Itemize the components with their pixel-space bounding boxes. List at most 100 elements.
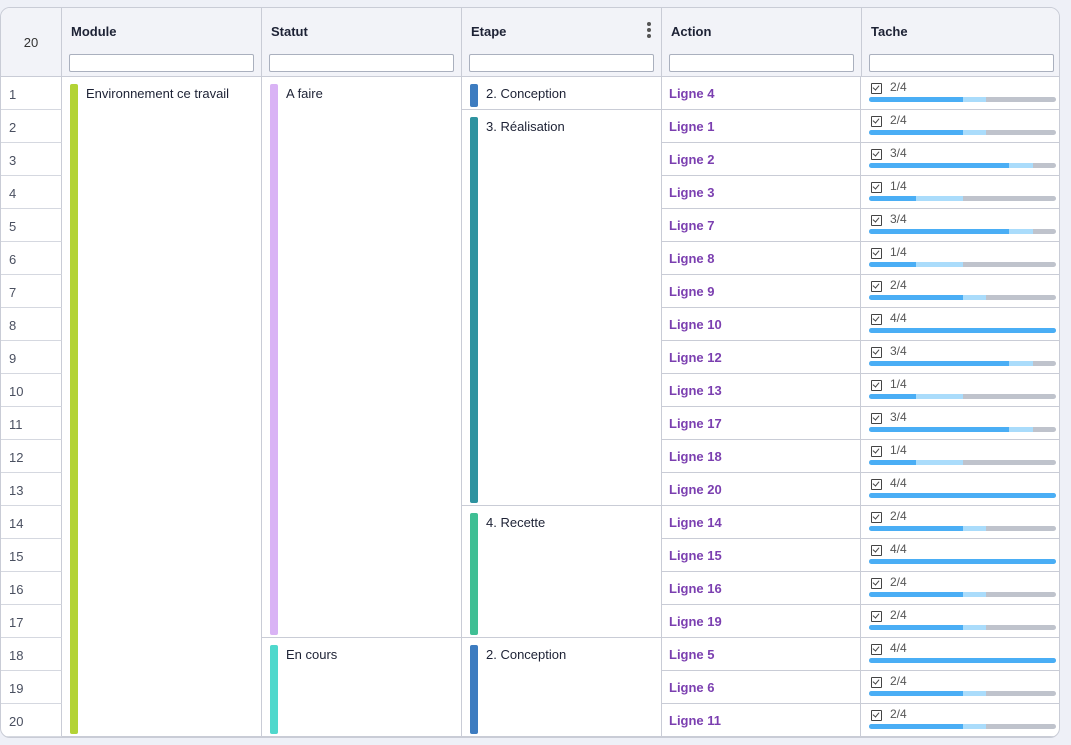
task-cell[interactable]: 1/4 [861, 440, 1059, 473]
progress-next [962, 526, 986, 531]
etape-group-cell[interactable]: 4. Recette [462, 506, 662, 638]
module-group-cell[interactable]: Environnement ce travail [62, 77, 262, 737]
filter-input-module[interactable] [69, 54, 254, 72]
task-count: 1/4 [890, 377, 907, 391]
etape-group-cell[interactable]: 2. Conception [462, 77, 662, 110]
filter-input-etape[interactable] [469, 54, 654, 72]
filter-input-statut[interactable] [269, 54, 454, 72]
task-cell[interactable]: 1/4 [861, 242, 1059, 275]
etape-label: 2. Conception [486, 647, 567, 662]
action-link[interactable]: Ligne 1 [669, 119, 715, 134]
row-number: 8 [1, 308, 62, 341]
action-link[interactable]: Ligne 6 [669, 680, 715, 695]
progress-done [869, 196, 916, 201]
action-cell: Ligne 1 [661, 110, 861, 143]
progress-done [869, 658, 1056, 663]
progress-next [962, 724, 986, 729]
action-link[interactable]: Ligne 11 [669, 713, 722, 728]
etape-color-bar [470, 513, 478, 635]
statut-color-bar [270, 645, 278, 734]
task-cell[interactable]: 3/4 [861, 209, 1059, 242]
task-cell[interactable]: 2/4 [861, 704, 1059, 737]
task-count: 2/4 [890, 113, 907, 127]
task-count: 2/4 [890, 509, 907, 523]
column-title-etape: Etape [471, 24, 507, 39]
progress-next [915, 460, 963, 465]
action-link[interactable]: Ligne 2 [669, 152, 715, 167]
task-count: 3/4 [890, 212, 907, 226]
action-link[interactable]: Ligne 20 [669, 482, 722, 497]
task-cell[interactable]: 1/4 [861, 176, 1059, 209]
action-link[interactable]: Ligne 17 [669, 416, 722, 431]
row-number: 2 [1, 110, 62, 143]
progress-done [869, 130, 963, 135]
column-header-etape[interactable]: Etape [462, 8, 662, 77]
progress-next [1009, 361, 1033, 366]
task-cell[interactable]: 2/4 [861, 572, 1059, 605]
action-link[interactable]: Ligne 16 [669, 581, 722, 596]
statut-group-cell[interactable]: En cours [262, 638, 462, 737]
etape-group-cell[interactable]: 3. Réalisation [462, 110, 662, 506]
progress-next [1009, 427, 1033, 432]
task-cell[interactable]: 3/4 [861, 143, 1059, 176]
action-link[interactable]: Ligne 18 [669, 449, 722, 464]
action-cell: Ligne 2 [661, 143, 861, 176]
column-header-action[interactable]: Action [662, 8, 862, 77]
action-link[interactable]: Ligne 9 [669, 284, 715, 299]
row-number: 14 [1, 506, 62, 539]
action-link[interactable]: Ligne 19 [669, 614, 722, 629]
progress-done [869, 460, 916, 465]
column-header-statut[interactable]: Statut [262, 8, 462, 77]
progress-done [869, 361, 1010, 366]
progress-done [869, 97, 963, 102]
action-link[interactable]: Ligne 5 [669, 647, 715, 662]
task-cell[interactable]: 4/4 [861, 308, 1059, 341]
task-cell[interactable]: 4/4 [861, 539, 1059, 572]
filter-input-tache[interactable] [869, 54, 1054, 72]
etape-group-cell[interactable]: 2. Conception [462, 638, 662, 737]
etape-label: 2. Conception [486, 86, 567, 101]
row-number: 17 [1, 605, 62, 638]
action-link[interactable]: Ligne 7 [669, 218, 715, 233]
task-cell[interactable]: 2/4 [861, 506, 1059, 539]
action-cell: Ligne 18 [661, 440, 861, 473]
column-header-tache[interactable]: Tache [862, 8, 1059, 77]
task-cell[interactable]: 2/4 [861, 275, 1059, 308]
action-link[interactable]: Ligne 8 [669, 251, 715, 266]
statut-label: En cours [286, 647, 338, 662]
row-number: 18 [1, 638, 62, 671]
task-cell[interactable]: 2/4 [861, 605, 1059, 638]
action-link[interactable]: Ligne 10 [669, 317, 722, 332]
row-number: 5 [1, 209, 62, 242]
task-count: 2/4 [890, 707, 907, 721]
action-link[interactable]: Ligne 13 [669, 383, 722, 398]
task-cell[interactable]: 2/4 [861, 110, 1059, 143]
action-link[interactable]: Ligne 4 [669, 86, 715, 101]
task-cell[interactable]: 4/4 [861, 473, 1059, 506]
task-cell[interactable]: 1/4 [861, 374, 1059, 407]
action-link[interactable]: Ligne 15 [669, 548, 722, 563]
action-cell: Ligne 5 [661, 638, 861, 671]
task-cell[interactable]: 4/4 [861, 638, 1059, 671]
column-title-module: Module [71, 24, 117, 39]
task-cell[interactable]: 3/4 [861, 407, 1059, 440]
action-link[interactable]: Ligne 3 [669, 185, 715, 200]
statut-group-cell[interactable]: A faire [262, 77, 462, 638]
action-link[interactable]: Ligne 14 [669, 515, 722, 530]
column-header-module[interactable]: Module [62, 8, 262, 77]
row-number: 16 [1, 572, 62, 605]
progress-next [1009, 229, 1033, 234]
action-link[interactable]: Ligne 12 [669, 350, 722, 365]
action-cell: Ligne 6 [661, 671, 861, 704]
checkbox-icon [871, 512, 882, 523]
progress-done [869, 625, 963, 630]
task-cell[interactable]: 3/4 [861, 341, 1059, 374]
task-progress-bar [869, 262, 1056, 267]
action-cell: Ligne 11 [661, 704, 861, 737]
column-menu-icon[interactable] [647, 22, 651, 40]
progress-done [869, 724, 963, 729]
task-progress-bar [869, 493, 1056, 498]
filter-input-action[interactable] [669, 54, 854, 72]
task-cell[interactable]: 2/4 [861, 77, 1059, 110]
task-cell[interactable]: 2/4 [861, 671, 1059, 704]
